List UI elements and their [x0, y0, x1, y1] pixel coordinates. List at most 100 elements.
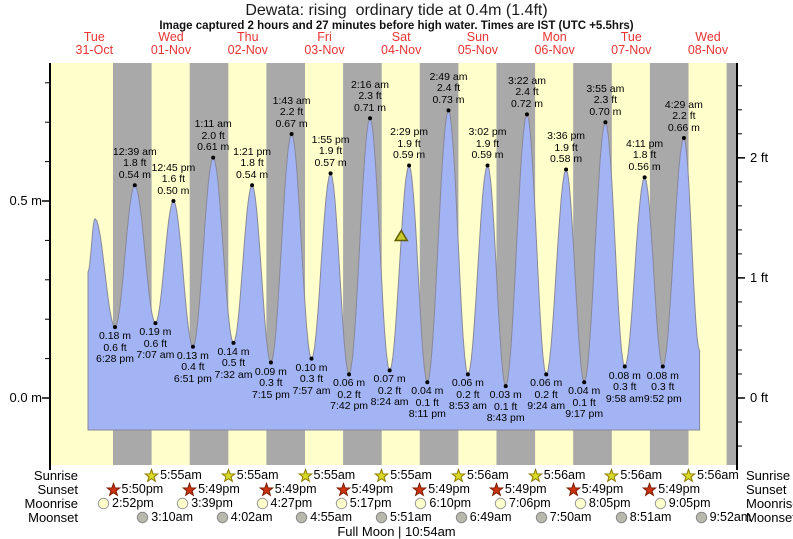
tide-label-line: 0.07 m [373, 373, 406, 386]
high-tide-dot [524, 112, 529, 117]
low-tide-dot [153, 321, 158, 326]
tide-label-line: 0.2 ft [377, 384, 402, 397]
sunset-star-entry: 5:49pm [412, 482, 470, 497]
right-axis-label: 1 ft [750, 269, 769, 285]
high-tide-dot [132, 183, 137, 188]
tide-label-line: 2:49 am [429, 70, 468, 83]
low-tide-label: 0.04 m 0.1 ft 8:11 pm [389, 386, 465, 421]
high-tide-dot [368, 116, 373, 121]
tide-label-line: 9:17 pm [565, 408, 604, 421]
sunset-time: 5:49pm [274, 482, 317, 496]
sunset-time: 5:49pm [504, 482, 547, 496]
moonrise-time: 8:05pm [588, 496, 631, 510]
tide-label-line: 12:39 am [112, 145, 157, 158]
tide-label-line: 0.2 ft [534, 388, 558, 401]
tide-label-line: 1:43 am [272, 94, 311, 107]
high-tide-label: 3:55 am 2.3 ft 0.70 m [567, 83, 643, 119]
moonset-circle-icon [216, 511, 228, 524]
high-tide-label: 2:29 pm 1.9 ft 0.59 m [371, 126, 447, 162]
sunset-star-entry: 5:50pm [105, 482, 163, 497]
low-tide-label: 0.07 m 0.2 ft 8:24 am [352, 374, 428, 409]
moonrise-circle-icon [654, 497, 666, 510]
sunrise-star-entry: 5:55am [220, 468, 279, 483]
sunset-time: 5:49pm [351, 482, 394, 496]
tide-label-line: 2.4 ft [436, 82, 461, 95]
sunrise-time: 5:56am [543, 468, 586, 482]
sunrise-star-entry: 5:56am [604, 468, 662, 483]
low-tide-label: 0.08 m 0.3 ft 9:58 am [587, 370, 663, 406]
low-tide-dot [503, 384, 508, 389]
capture-note: Image captured 2 hours and 27 minutes be… [159, 20, 634, 32]
tide-label-line: 2.3 ft [593, 94, 618, 107]
low-tide-dot [544, 372, 549, 377]
tide-label-line: 0.73 m [432, 93, 465, 106]
tide-label-line: 9:24 am [527, 400, 566, 413]
low-tide-label: 0.14 m 0.5 ft 7:32 am [196, 346, 272, 382]
tide-label-line: 7:15 pm [251, 388, 290, 401]
tide-label-line: 4:11 pm [626, 137, 664, 150]
tide-label-line: 2.4 ft [515, 86, 539, 99]
tide-label-line: 2.2 ft [279, 106, 304, 118]
day-weekday: Wed [695, 30, 721, 44]
high-tide-label: 12:39 am 1.8 ft 0.54 m [97, 145, 173, 182]
moonrise-time: 3:39pm [191, 496, 233, 510]
moonset-circle-entry: 4:02am [215, 510, 273, 525]
tide-label-line: 4:29 am [664, 98, 703, 111]
sunrise-time: 5:55am [236, 468, 279, 482]
tide-label-line: 1:55 pm [311, 133, 350, 146]
tide-label-line: 0.04 m [568, 385, 601, 398]
day-weekday: Tue [620, 30, 642, 44]
tide-label-line: 12:45 pm [151, 161, 196, 174]
tide-label-line: 7:07 am [136, 349, 175, 362]
moonrise-circle-icon [494, 497, 507, 510]
high-tide-label: 3:36 pm 1.9 ft 0.58 m [528, 130, 604, 166]
sunset-star-entry: 5:49pm [182, 482, 240, 497]
moonset-circle-icon [137, 511, 149, 524]
sunrise-star-icon [451, 468, 466, 483]
tide-label-line: 6:28 pm [96, 353, 134, 366]
tide-label-line: 0.09 m [254, 365, 287, 378]
sunrise-star-entry: 5:55am [144, 468, 202, 483]
high-tide-label: 4:29 am 2.2 ft 0.66 m [646, 98, 722, 135]
sunset-star-icon [488, 482, 504, 497]
tide-label-line: 0.59 m [393, 149, 426, 161]
sunset-star-entry: 5:49pm [565, 482, 623, 497]
moon-phase-note: Full Moon | 10:54am [337, 524, 456, 539]
high-tide-label: 1:43 am 2.2 ft 0.67 m [254, 94, 330, 131]
day-date: 02-Nov [227, 43, 268, 57]
tide-label-line: 0.54 m [118, 168, 151, 181]
tide-label-line: 0.61 m [197, 141, 230, 154]
sunrise-star-icon [297, 468, 313, 483]
moonrise-time: 4:27pm [270, 496, 313, 510]
low-tide-label: 0.09 m 0.3 ft 7:15 pm [233, 365, 309, 402]
low-tide-label: 0.06 m 0.2 ft 7:42 pm [311, 378, 387, 413]
day-date: 05-Nov [457, 43, 499, 57]
moonset-circle-icon [375, 511, 388, 524]
sunrise-star-icon [527, 468, 543, 483]
day-weekday: Thu [237, 30, 259, 44]
astro-row-label-sunrise-right: Sunrise [746, 468, 791, 483]
moonset-circle-entry: 5:51am [374, 510, 432, 525]
high-tide-dot [171, 199, 176, 203]
low-tide-dot [268, 360, 273, 365]
sunset-star-entry: 5:49pm [335, 482, 394, 497]
day-label: Wed 01-Nov [126, 31, 216, 57]
moonrise-circle-entry: 2:52pm [96, 496, 154, 511]
moonrise-circle-entry: 3:39pm [175, 496, 233, 511]
sunrise-time: 5:55am [160, 468, 202, 482]
moonset-time: 5:51am [390, 510, 432, 524]
moonset-circle-icon [535, 511, 547, 524]
moonrise-circle-entry: 6:10pm [413, 496, 471, 511]
moonset-circle-entry: 4:55am [294, 510, 352, 525]
day-weekday: Fri [317, 30, 332, 44]
tide-label-line: 9:58 am [605, 392, 644, 405]
moonrise-circle-icon [335, 497, 347, 510]
tide-label-line: 2:16 am [351, 78, 389, 91]
moonrise-circle-icon [574, 497, 587, 510]
night-band [726, 63, 737, 465]
astro-row-label-moonrise-right: Moonrise [746, 496, 793, 511]
moonrise-circle-entry: 7:06pm [493, 496, 551, 511]
day-date: 31-Oct [75, 43, 114, 57]
sunset-star-entry: 5:49pm [642, 482, 700, 497]
high-tide-dot [642, 175, 647, 180]
